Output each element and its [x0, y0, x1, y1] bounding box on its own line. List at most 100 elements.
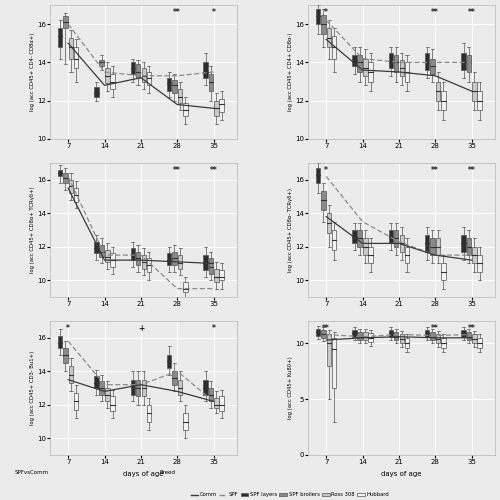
Bar: [441, 91, 446, 110]
Y-axis label: log (acc CD45+ CD8α- TCRγδ+): log (acc CD45+ CD8α- TCRγδ+): [288, 188, 293, 272]
Text: SPFvsComm: SPFvsComm: [15, 470, 49, 475]
Bar: [142, 68, 146, 82]
Legend: Comm, SPF, SPF layers, SPF broilers, Ross 308, Hubbard: Comm, SPF, SPF layers, SPF broilers, Ros…: [190, 492, 390, 498]
Bar: [63, 173, 68, 183]
Bar: [183, 282, 188, 292]
Bar: [394, 230, 398, 246]
Bar: [142, 380, 146, 396]
Text: **: **: [468, 324, 475, 334]
Bar: [332, 338, 336, 388]
Bar: [136, 64, 140, 78]
Bar: [167, 254, 172, 265]
Text: *: *: [212, 324, 216, 334]
Text: **: **: [322, 324, 330, 334]
Text: **: **: [468, 8, 475, 18]
Bar: [462, 235, 466, 252]
Text: Breed: Breed: [160, 470, 176, 475]
Bar: [405, 62, 409, 82]
Text: *: *: [66, 324, 70, 334]
Bar: [136, 380, 140, 396]
Bar: [220, 396, 224, 411]
Bar: [368, 246, 373, 264]
Bar: [130, 380, 135, 394]
Text: *: *: [324, 166, 328, 175]
Bar: [436, 238, 440, 255]
Text: *: *: [324, 8, 328, 18]
Bar: [69, 180, 73, 193]
Bar: [316, 329, 320, 336]
Bar: [110, 396, 115, 411]
Bar: [400, 334, 404, 344]
Bar: [105, 250, 110, 262]
Bar: [394, 332, 398, 340]
Bar: [63, 348, 68, 363]
Bar: [321, 14, 326, 34]
Y-axis label: log (acc CD45+ CD4+ CD8α-): log (acc CD45+ CD4+ CD8α-): [288, 33, 293, 111]
Bar: [358, 230, 362, 246]
Bar: [321, 330, 326, 338]
Bar: [208, 388, 213, 402]
Bar: [130, 62, 135, 74]
Bar: [321, 192, 326, 210]
Bar: [363, 58, 368, 76]
Bar: [146, 405, 151, 421]
Bar: [394, 54, 398, 72]
Bar: [136, 252, 140, 265]
Bar: [100, 245, 104, 257]
Y-axis label: log (acc CD45+ CD3- Bu1+): log (acc CD45+ CD3- Bu1+): [30, 351, 35, 425]
Bar: [425, 53, 430, 70]
Bar: [178, 89, 182, 102]
Bar: [110, 254, 115, 267]
Bar: [478, 338, 482, 348]
Bar: [327, 214, 332, 234]
Bar: [352, 54, 356, 66]
Bar: [100, 60, 104, 66]
Bar: [214, 268, 218, 282]
Bar: [214, 398, 218, 408]
Bar: [178, 380, 182, 394]
Bar: [69, 38, 73, 58]
Text: *: *: [212, 8, 216, 18]
Bar: [462, 53, 466, 70]
Bar: [327, 334, 332, 366]
Bar: [478, 91, 482, 110]
Bar: [425, 235, 430, 252]
Bar: [100, 382, 104, 394]
Text: **: **: [432, 324, 439, 334]
Text: **: **: [210, 166, 218, 175]
Bar: [105, 388, 110, 402]
Bar: [405, 338, 409, 348]
Bar: [204, 62, 208, 78]
Bar: [214, 100, 218, 116]
Bar: [146, 72, 151, 86]
Bar: [352, 230, 356, 243]
Bar: [146, 258, 151, 272]
Bar: [368, 334, 373, 342]
Bar: [400, 60, 404, 76]
Bar: [94, 242, 98, 254]
Bar: [388, 330, 393, 336]
Bar: [363, 238, 368, 255]
Bar: [172, 372, 176, 384]
Bar: [94, 376, 98, 388]
Bar: [183, 413, 188, 430]
Bar: [204, 255, 208, 270]
Bar: [466, 238, 471, 255]
Bar: [316, 168, 320, 183]
Bar: [472, 334, 476, 344]
Bar: [58, 170, 62, 176]
Text: +: +: [138, 324, 144, 334]
Text: **: **: [174, 8, 181, 18]
Bar: [172, 252, 176, 265]
Y-axis label: log (acc CD45+ Ku80+): log (acc CD45+ Ku80+): [288, 356, 293, 420]
Bar: [332, 36, 336, 59]
Bar: [130, 248, 135, 260]
Bar: [63, 16, 68, 28]
Bar: [462, 330, 466, 336]
Bar: [208, 74, 213, 91]
Bar: [220, 270, 224, 280]
Bar: [94, 88, 98, 97]
Bar: [105, 68, 110, 84]
Bar: [220, 99, 224, 112]
Bar: [58, 336, 62, 348]
